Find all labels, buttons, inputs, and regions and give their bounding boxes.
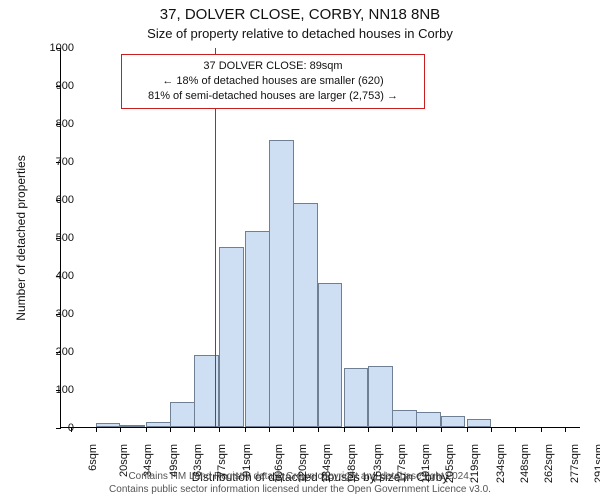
x-tick bbox=[269, 427, 270, 432]
x-tick-label: 205sqm bbox=[444, 444, 456, 483]
x-tick-label: 49sqm bbox=[168, 444, 180, 477]
y-tick-label: 300 bbox=[56, 308, 74, 320]
x-tick bbox=[194, 427, 195, 432]
x-tick-label: 262sqm bbox=[543, 444, 555, 483]
histogram-bar bbox=[344, 368, 369, 427]
histogram-bar bbox=[293, 203, 318, 427]
y-tick-label: 200 bbox=[56, 346, 74, 358]
histogram-bar bbox=[467, 419, 492, 427]
histogram-bar bbox=[245, 231, 270, 427]
x-tick-label: 34sqm bbox=[142, 444, 154, 477]
plot-area: 37 DOLVER CLOSE: 89sqm ← 18% of detached… bbox=[60, 48, 580, 428]
x-tick-label: 148sqm bbox=[346, 444, 358, 483]
histogram-bar bbox=[392, 410, 417, 427]
x-tick-label: 291sqm bbox=[594, 444, 600, 483]
x-tick bbox=[219, 427, 220, 432]
annotation-line-2: ← 18% of detached houses are smaller (62… bbox=[128, 74, 418, 89]
x-tick-label: 106sqm bbox=[273, 444, 285, 483]
y-tick-label: 500 bbox=[56, 232, 74, 244]
y-tick-label: 900 bbox=[56, 80, 74, 92]
y-tick-label: 400 bbox=[56, 270, 74, 282]
x-tick bbox=[515, 427, 516, 432]
annotation-box: 37 DOLVER CLOSE: 89sqm ← 18% of detached… bbox=[121, 54, 425, 109]
x-tick bbox=[467, 427, 468, 432]
annotation-line-3: 81% of semi-detached houses are larger (… bbox=[128, 89, 418, 104]
histogram-bar bbox=[146, 422, 171, 427]
x-tick-label: 63sqm bbox=[192, 444, 204, 477]
x-tick-label: 20sqm bbox=[118, 444, 130, 477]
histogram-bar bbox=[120, 425, 145, 427]
y-tick-label: 1000 bbox=[50, 42, 74, 54]
x-tick bbox=[491, 427, 492, 432]
y-tick-label: 700 bbox=[56, 156, 74, 168]
x-tick-label: 120sqm bbox=[297, 444, 309, 483]
annotation-line-1: 37 DOLVER CLOSE: 89sqm bbox=[128, 59, 418, 74]
x-tick bbox=[368, 427, 369, 432]
x-tick bbox=[96, 427, 97, 432]
histogram-bar bbox=[368, 366, 393, 427]
x-tick-label: 91sqm bbox=[241, 444, 253, 477]
x-tick bbox=[318, 427, 319, 432]
chart-title: 37, DOLVER CLOSE, CORBY, NN18 8NB bbox=[0, 6, 600, 23]
x-tick bbox=[392, 427, 393, 432]
histogram-bar bbox=[441, 416, 466, 427]
x-tick bbox=[293, 427, 294, 432]
x-tick bbox=[416, 427, 417, 432]
histogram-bar bbox=[318, 283, 343, 427]
x-tick bbox=[170, 427, 171, 432]
x-tick-label: 248sqm bbox=[519, 444, 531, 483]
x-tick-label: 134sqm bbox=[321, 444, 333, 483]
y-tick bbox=[56, 428, 61, 429]
y-tick-label: 100 bbox=[56, 384, 74, 396]
x-tick-label: 219sqm bbox=[469, 444, 481, 483]
y-axis-label: Number of detached properties bbox=[14, 48, 28, 428]
x-tick bbox=[541, 427, 542, 432]
x-tick-label: 191sqm bbox=[420, 444, 432, 483]
histogram-bar bbox=[416, 412, 441, 427]
x-tick bbox=[565, 427, 566, 432]
histogram-bar bbox=[170, 402, 195, 427]
x-tick-label: 277sqm bbox=[569, 444, 581, 483]
x-tick-label: 234sqm bbox=[495, 444, 507, 483]
y-tick-label: 800 bbox=[56, 118, 74, 130]
x-tick-label: 177sqm bbox=[396, 444, 408, 483]
x-tick-label: 77sqm bbox=[216, 444, 228, 477]
x-tick bbox=[245, 427, 246, 432]
x-tick bbox=[344, 427, 345, 432]
y-tick-label: 600 bbox=[56, 194, 74, 206]
x-tick-label: 163sqm bbox=[372, 444, 384, 483]
histogram-bar bbox=[219, 247, 244, 428]
x-tick bbox=[120, 427, 121, 432]
x-tick bbox=[441, 427, 442, 432]
chart-subtitle: Size of property relative to detached ho… bbox=[0, 26, 600, 41]
histogram-bar bbox=[269, 140, 294, 427]
x-tick-label: 6sqm bbox=[87, 444, 99, 471]
histogram-bar bbox=[96, 423, 121, 427]
y-tick-label: 0 bbox=[68, 422, 74, 434]
x-tick bbox=[146, 427, 147, 432]
footer-line-2: Contains public sector information licen… bbox=[0, 484, 600, 495]
